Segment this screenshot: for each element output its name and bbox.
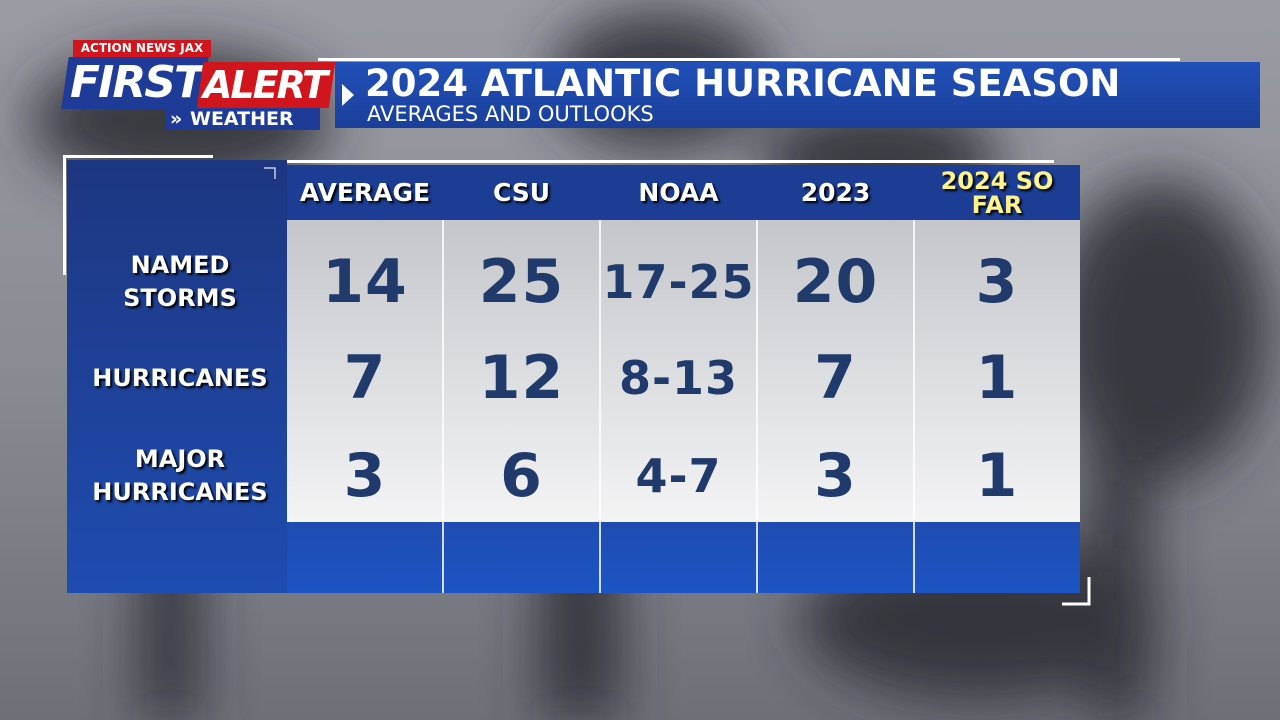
table-body	[287, 220, 1080, 522]
column-header: CSU	[492, 178, 551, 207]
logo-station-bg	[73, 40, 211, 57]
title-rule	[318, 58, 1180, 61]
logo-weather-bg	[166, 108, 320, 130]
column-header: NOAA	[638, 178, 719, 207]
table-cell: 12	[478, 343, 565, 413]
table-cell: 1	[975, 441, 1019, 511]
logo-first: FIRST	[70, 57, 204, 108]
table-cell: 3	[975, 247, 1019, 317]
logo-alert: ALERT	[203, 63, 328, 107]
column-header: 2024 SO FAR	[940, 166, 1054, 219]
column-header: AVERAGE	[299, 178, 431, 207]
row-label: NAMED STORMS	[123, 251, 237, 312]
table-cell: 4-7	[635, 449, 722, 503]
table-cell: 17-25	[602, 255, 755, 309]
subtitle: AVERAGES AND OUTLOOKS	[367, 102, 654, 126]
table-cell: 7	[343, 343, 387, 413]
table-footer	[287, 522, 1080, 593]
table-cell: 1	[975, 343, 1019, 413]
frame-corner	[264, 167, 276, 179]
column-divider	[913, 220, 915, 593]
table-cell: 25	[478, 247, 565, 317]
row-label: HURRICANES	[92, 363, 268, 392]
column-header: 2023	[800, 178, 871, 207]
title: 2024 ATLANTIC HURRICANE SEASON	[365, 62, 1121, 105]
row-label-column	[67, 160, 287, 593]
title-bar	[335, 62, 1260, 128]
frame-corner	[1062, 577, 1091, 606]
logo-weather: WEATHER	[190, 108, 294, 130]
logo-station: ACTION NEWS JAX	[80, 41, 204, 55]
table-cell: 6	[500, 441, 543, 511]
column-divider	[442, 220, 444, 593]
frame-accent	[63, 155, 213, 158]
table-cell: 7	[814, 343, 857, 413]
table-cell: 3	[814, 441, 857, 511]
logo-chevrons: »	[170, 108, 183, 130]
frame-accent	[287, 160, 1054, 163]
header-row	[287, 165, 1080, 220]
column-divider	[599, 220, 601, 593]
row-label: MAJOR HURRICANES	[92, 445, 268, 506]
table-cell: 14	[322, 247, 408, 317]
table-cell: 8-13	[618, 351, 739, 405]
title-arrow	[342, 84, 354, 106]
column-divider	[756, 220, 758, 593]
frame-accent	[63, 155, 66, 275]
table-cell: 20	[792, 247, 879, 317]
table-cell: 3	[343, 441, 387, 511]
